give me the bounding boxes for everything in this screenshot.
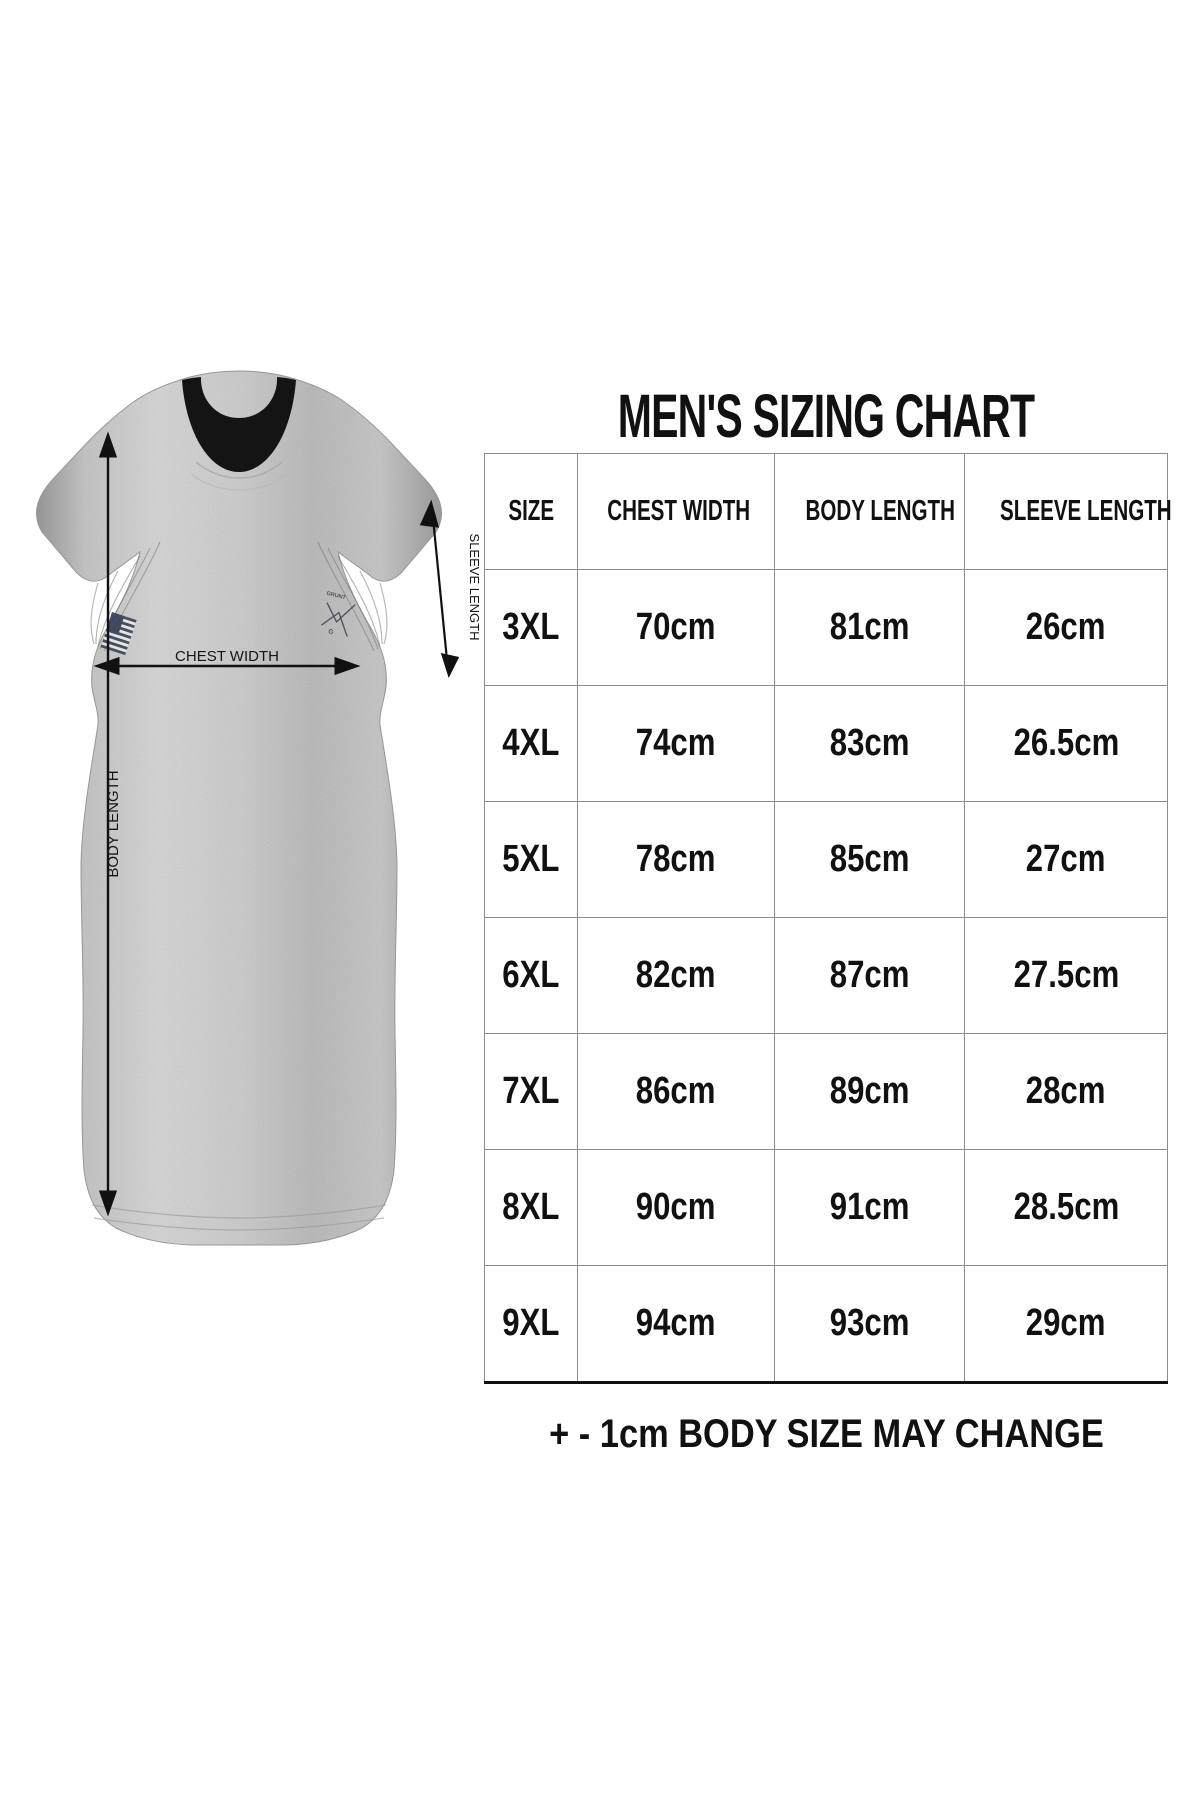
svg-text:SLEEVE LENGTH: SLEEVE LENGTH — [467, 534, 480, 641]
svg-text:BODY LENGTH: BODY LENGTH — [105, 770, 122, 877]
svg-text:CHEST WIDTH: CHEST WIDTH — [175, 648, 279, 665]
